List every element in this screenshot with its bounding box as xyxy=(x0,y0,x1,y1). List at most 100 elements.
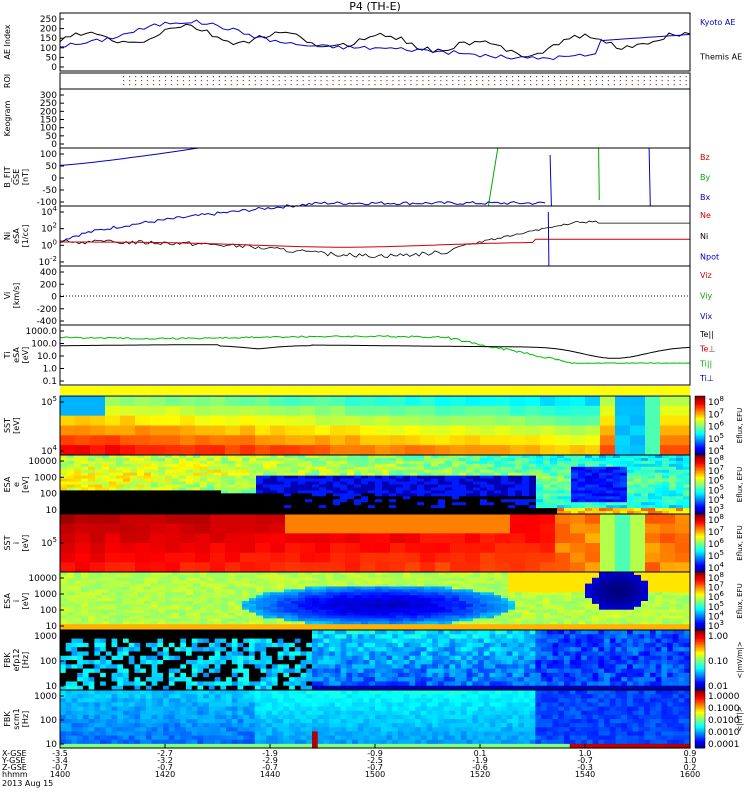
spectrogram-cell xyxy=(100,664,107,670)
spectrogram-cell xyxy=(102,609,110,614)
spectrogram-cell xyxy=(172,511,180,515)
spectrogram-cell xyxy=(410,469,418,474)
spectrogram-cell xyxy=(417,460,425,465)
spectrogram-cell xyxy=(77,638,84,644)
spectrogram-cell xyxy=(634,481,642,486)
spectrogram-cell xyxy=(151,484,159,489)
spectrogram-cell xyxy=(585,543,601,554)
spectrogram-cell xyxy=(515,574,523,579)
spectrogram-cell xyxy=(392,651,399,657)
spectrogram-cell xyxy=(117,681,124,687)
spectrogram-cell xyxy=(660,425,676,436)
spectrogram-cell xyxy=(298,624,306,628)
spectrogram-cell xyxy=(291,627,299,631)
spectrogram-cell xyxy=(360,396,376,407)
spectrogram-cell xyxy=(231,681,239,687)
spectrogram-cell xyxy=(65,651,73,657)
spectrogram-cell xyxy=(459,496,467,500)
spectrogram-cell xyxy=(123,572,131,576)
spectrogram-cell xyxy=(645,435,661,446)
spectrogram-cell xyxy=(326,572,334,576)
spectrogram-cell xyxy=(95,615,103,619)
spectrogram-cell xyxy=(613,601,621,605)
spectrogram-cell xyxy=(179,583,187,588)
spectrogram-cell xyxy=(424,484,432,489)
spectrogram-cell xyxy=(298,472,306,477)
spectrogram-cell xyxy=(389,586,397,590)
spectrogram-cell xyxy=(221,615,229,619)
spectrogram-cell xyxy=(186,502,194,506)
spectrogram-cell xyxy=(116,502,124,506)
spectrogram-cell xyxy=(435,543,451,554)
spectrogram-cell xyxy=(300,630,307,635)
spectrogram-cell xyxy=(606,481,614,486)
spectrogram-cell xyxy=(151,502,159,506)
spectrogram-cell xyxy=(300,655,307,661)
spectrogram-cell xyxy=(165,589,173,593)
spectrogram-cell xyxy=(357,655,365,661)
spectrogram-cell xyxy=(431,496,439,500)
spectrogram-cell xyxy=(123,615,131,619)
spectrogram-cell xyxy=(277,583,285,588)
spectrogram-cell xyxy=(641,586,649,590)
spectrogram-cell xyxy=(277,469,285,474)
spectrogram-cell xyxy=(326,455,334,459)
spectrogram-cell xyxy=(168,672,176,678)
spectrogram-cell xyxy=(390,543,406,554)
spectrogram-cell xyxy=(435,514,451,525)
spectrogram-cell xyxy=(172,457,180,462)
spectrogram-cell xyxy=(291,609,299,614)
spectrogram-cell xyxy=(120,543,136,554)
spectrogram-cell xyxy=(522,574,530,579)
spectrogram-cell xyxy=(473,487,481,491)
spectrogram-cell xyxy=(195,543,211,554)
spectrogram-cell xyxy=(326,502,334,506)
spectrogram-cell xyxy=(137,601,145,605)
spectrogram-cell xyxy=(669,612,677,617)
spectrogram-cell xyxy=(102,508,110,512)
spectrogram-cell xyxy=(676,463,684,468)
spectrogram-cell xyxy=(60,681,67,687)
spectrogram-cell xyxy=(298,508,306,512)
spectrogram-cell xyxy=(410,574,418,579)
spectrogram-cell xyxy=(283,681,290,687)
spectrogram-cell xyxy=(323,642,330,648)
spectrogram-cell xyxy=(417,618,425,622)
spectrogram-cell xyxy=(81,484,89,489)
spectrogram-cell xyxy=(195,425,211,436)
spectrogram-cell xyxy=(662,574,670,579)
spectrogram-cell xyxy=(243,642,250,648)
spectrogram-cell xyxy=(540,445,556,456)
spectrogram-cell xyxy=(200,574,208,579)
spectrogram-cell xyxy=(382,589,390,593)
spectrogram-cell xyxy=(150,396,166,407)
spectrogram-cell xyxy=(123,627,131,631)
spectrogram-cell xyxy=(333,484,341,489)
spectrogram-cell xyxy=(459,577,467,582)
spectrogram-cell xyxy=(191,638,199,644)
spectrogram-cell xyxy=(445,609,453,614)
spectrogram-cell xyxy=(357,668,365,674)
spectrogram-cell xyxy=(405,543,421,554)
spectrogram-cell xyxy=(140,630,147,635)
spectrogram-cell xyxy=(648,572,656,576)
spectrogram-cell xyxy=(140,672,147,678)
spectrogram-cell xyxy=(77,677,84,683)
spectrogram-cell xyxy=(529,475,537,480)
spectrogram-cell xyxy=(88,463,96,468)
spectrogram-cell xyxy=(380,660,388,665)
spectrogram-cell xyxy=(620,615,628,619)
spectrogram-cell xyxy=(60,481,68,486)
spectrogram-cell xyxy=(375,496,383,500)
spectrogram-cell xyxy=(495,405,511,417)
spectrogram-cell xyxy=(137,457,145,462)
spectrogram-cell xyxy=(662,472,670,477)
spectrogram-cell xyxy=(450,514,466,525)
spectrogram-cell xyxy=(529,580,537,585)
spectrogram-cell xyxy=(557,502,565,506)
spectrogram-cell xyxy=(200,606,208,611)
spectrogram-cell xyxy=(578,612,586,617)
spectrogram-cell xyxy=(88,621,96,625)
spectrogram-cell xyxy=(495,543,511,554)
spectrogram-cell xyxy=(641,511,649,515)
